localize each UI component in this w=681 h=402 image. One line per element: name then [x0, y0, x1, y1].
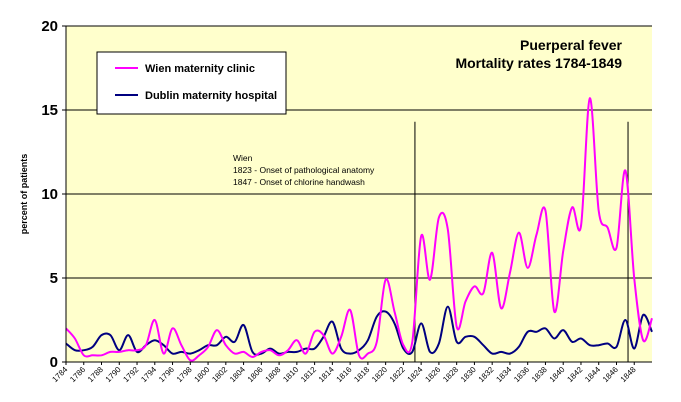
x-tick-label: 1836: [512, 365, 531, 384]
legend-box: [96, 51, 287, 115]
x-tick-label: 1834: [494, 365, 513, 384]
x-tick-label: 1790: [104, 365, 123, 384]
x-tick-label: 1846: [601, 365, 620, 384]
x-tick-label: 1816: [335, 365, 354, 384]
y-tick-label: 10: [41, 186, 58, 203]
x-tick-label: 1842: [565, 365, 584, 384]
x-tick-label: 1788: [86, 365, 105, 384]
x-tick-label: 1802: [210, 365, 229, 384]
x-tick-label: 1840: [548, 365, 567, 384]
x-tick-label: 1830: [459, 365, 478, 384]
x-tick-label: 1786: [68, 365, 87, 384]
y-tick-label: 0: [50, 354, 58, 371]
x-tick-label: 1820: [370, 365, 389, 384]
legend: Wien maternity clinic Dublin maternity h…: [96, 51, 287, 115]
y-tick-label: 5: [50, 270, 58, 287]
x-tick-label: 1844: [583, 365, 602, 384]
x-tick-label: 1796: [157, 365, 176, 384]
legend-label-wien: Wien maternity clinic: [145, 63, 255, 75]
x-tick-label: 1812: [299, 365, 318, 384]
annotation-line2: 1823 - Onset of pathological anatomy: [233, 165, 375, 175]
y-tick-label: 15: [41, 102, 58, 119]
y-tick-label: 20: [41, 18, 58, 35]
x-tick-label: 1806: [246, 365, 265, 384]
x-tick-label: 1818: [352, 365, 371, 384]
x-tick-label: 1828: [441, 365, 460, 384]
x-tick-label: 1808: [264, 365, 283, 384]
series-lines: [65, 97, 653, 362]
x-tick-label: 1800: [193, 365, 212, 384]
x-tick-label: 1848: [619, 365, 638, 384]
x-tick-label: 1826: [423, 365, 442, 384]
chart-title-line1: Puerperal fever: [520, 37, 622, 53]
x-tick-label: 1810: [281, 365, 300, 384]
x-tick-label: 1798: [175, 365, 194, 384]
y-tick-labels: 0 5 10 15 20: [41, 18, 66, 371]
x-tick-label: 1792: [121, 365, 140, 384]
x-tick-label: 1814: [317, 365, 336, 384]
x-tick-label: 1822: [388, 365, 407, 384]
y-axis-label: percent of patients: [19, 154, 29, 235]
annotation-line1: Wien: [233, 153, 253, 163]
series-line-wien: [65, 97, 653, 362]
annotation-line3: 1847 - Onset of chlorine handwash: [233, 177, 365, 187]
legend-label-dublin: Dublin maternity hospital: [145, 90, 277, 102]
series-line-dublin: [65, 305, 653, 356]
x-tick-labels: 1784178617881790179217941796179818001802…: [50, 362, 638, 384]
x-tick-label: 1824: [406, 365, 425, 384]
x-tick-label: 1832: [477, 365, 496, 384]
x-tick-label: 1804: [228, 365, 247, 384]
x-tick-label: 1838: [530, 365, 549, 384]
x-tick-label: 1794: [139, 365, 158, 384]
chart-title-line2: Mortality rates 1784-1849: [455, 55, 622, 71]
